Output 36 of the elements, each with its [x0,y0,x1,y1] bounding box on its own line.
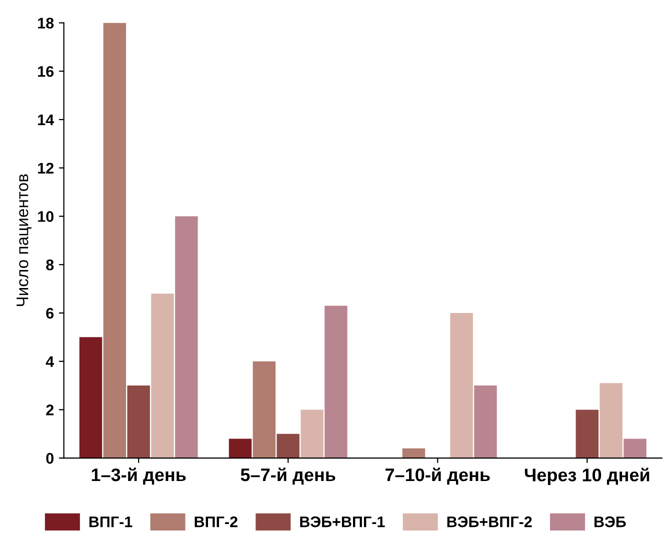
bar [151,294,174,458]
legend-label: ВЭБ+ВПГ-1 [300,516,385,528]
x-tick-label: 5–7-й день [240,468,336,485]
bar [576,410,599,458]
bar [600,383,622,458]
x-tick-label: 7–10-й день [386,468,490,485]
y-tick-label: 16 [38,66,54,77]
y-tick-label: 6 [46,308,54,319]
bar [474,386,497,458]
legend-label: ВЭБ+ВПГ-2 [447,516,532,528]
bar [228,438,252,458]
y-tick-label: 0 [46,452,54,464]
bar [175,216,198,458]
y-tick-label: 18 [38,18,54,29]
legend-label: ВПГ-1 [89,516,132,528]
y-axis-title: Число пациентов [16,174,32,306]
x-tick-label: 1–3-й день [92,468,186,485]
y-tick-label: 4 [46,356,54,367]
bar [103,22,126,458]
bar [300,410,324,458]
y-tick-label: 12 [38,162,54,174]
bar [324,306,348,458]
y-tick-label: 10 [38,211,54,222]
bar [624,438,646,458]
y-tick-label: 8 [46,259,54,270]
y-tick-label: 14 [38,114,54,126]
bar [79,337,102,458]
x-tick-label: Через 10 дней [524,468,650,485]
bar [127,386,150,458]
bar [402,448,426,458]
legend-label: ВЭБ [594,516,626,528]
bar [276,434,300,458]
bar [252,361,276,458]
bar [450,312,473,458]
y-tick-label: 2 [46,404,54,416]
legend-label: ВПГ-2 [194,516,238,528]
